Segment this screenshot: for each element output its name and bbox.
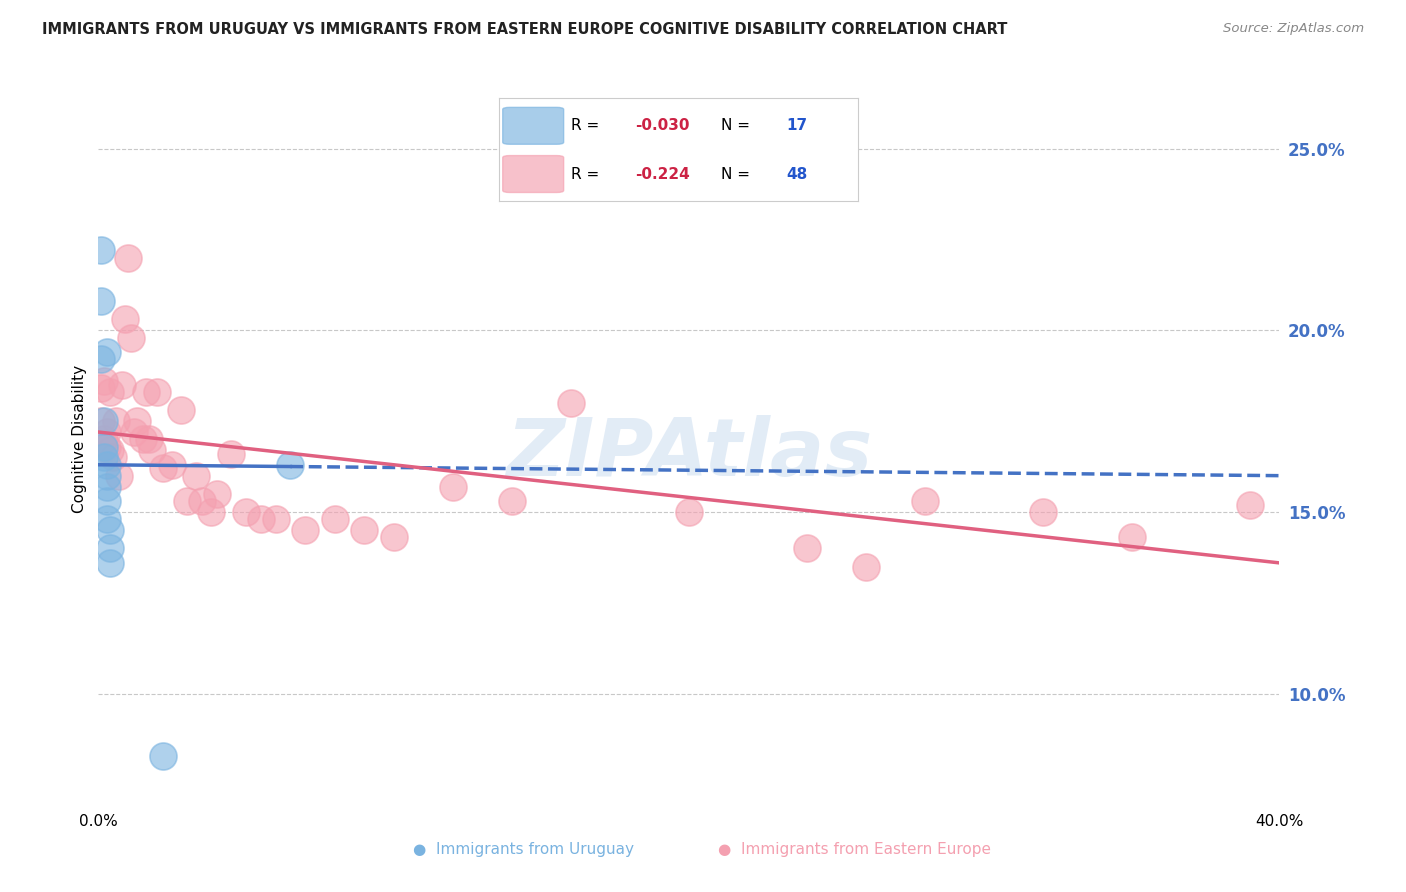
Point	[96, 458, 118, 472]
Point	[96, 425, 118, 439]
Point	[93, 414, 115, 428]
Point	[90, 352, 112, 367]
Point	[93, 440, 115, 454]
Point	[98, 523, 121, 537]
Point	[205, 487, 228, 501]
Text: ●  Immigrants from Eastern Europe: ● Immigrants from Eastern Europe	[718, 842, 991, 857]
Point	[90, 414, 112, 428]
Point	[96, 440, 118, 454]
Point	[560, 396, 582, 410]
Point	[108, 468, 131, 483]
Point	[93, 374, 115, 388]
Point	[98, 443, 121, 458]
Point	[264, 512, 287, 526]
Text: R =: R =	[571, 119, 599, 133]
Text: -0.030: -0.030	[636, 119, 690, 133]
Point	[122, 425, 145, 439]
Text: ZIPAtlas: ZIPAtlas	[506, 415, 872, 493]
Point	[93, 433, 115, 447]
Point	[221, 447, 243, 461]
Point	[96, 494, 118, 508]
Point	[114, 312, 136, 326]
Point	[90, 381, 112, 395]
Point	[323, 512, 346, 526]
Text: ●  Immigrants from Uruguay: ● Immigrants from Uruguay	[413, 842, 634, 857]
Text: IMMIGRANTS FROM URUGUAY VS IMMIGRANTS FROM EASTERN EUROPE COGNITIVE DISABILITY C: IMMIGRANTS FROM URUGUAY VS IMMIGRANTS FR…	[42, 22, 1008, 37]
Point	[184, 468, 207, 483]
Point	[96, 468, 118, 483]
Point	[90, 294, 112, 309]
Point	[135, 385, 157, 400]
Point	[1032, 505, 1054, 519]
Point	[93, 450, 115, 465]
Point	[176, 494, 198, 508]
Point	[382, 531, 405, 545]
Point	[96, 345, 118, 359]
Point	[111, 377, 134, 392]
Y-axis label: Cognitive Disability: Cognitive Disability	[72, 365, 87, 514]
Point	[152, 748, 174, 763]
Point	[90, 244, 112, 258]
Point	[125, 414, 148, 428]
Point	[441, 479, 464, 493]
Point	[280, 458, 302, 472]
Point	[353, 523, 375, 537]
Point	[117, 251, 139, 265]
Point	[914, 494, 936, 508]
Point	[855, 559, 877, 574]
Point	[678, 505, 700, 519]
Point	[138, 433, 160, 447]
Point	[132, 433, 155, 447]
Point	[1121, 531, 1143, 545]
Point	[103, 450, 125, 465]
Text: 17: 17	[786, 119, 807, 133]
Point	[170, 403, 193, 417]
Point	[191, 494, 214, 508]
Point	[162, 458, 183, 472]
Point	[141, 443, 163, 458]
Point	[200, 505, 222, 519]
Point	[146, 385, 169, 400]
Point	[796, 541, 818, 556]
Point	[294, 523, 316, 537]
Text: Source: ZipAtlas.com: Source: ZipAtlas.com	[1223, 22, 1364, 36]
Point	[235, 505, 257, 519]
Point	[120, 330, 142, 344]
Point	[96, 512, 118, 526]
Point	[152, 461, 174, 475]
Point	[501, 494, 523, 508]
FancyBboxPatch shape	[503, 155, 564, 193]
Point	[105, 414, 128, 428]
Point	[250, 512, 273, 526]
Text: -0.224: -0.224	[636, 167, 690, 182]
Point	[98, 541, 121, 556]
Point	[98, 556, 121, 570]
Point	[98, 385, 121, 400]
FancyBboxPatch shape	[503, 107, 564, 145]
Text: N =: N =	[721, 119, 751, 133]
Text: 48: 48	[786, 167, 807, 182]
Point	[96, 479, 118, 493]
Text: N =: N =	[721, 167, 751, 182]
Text: R =: R =	[571, 167, 599, 182]
Point	[1239, 498, 1261, 512]
